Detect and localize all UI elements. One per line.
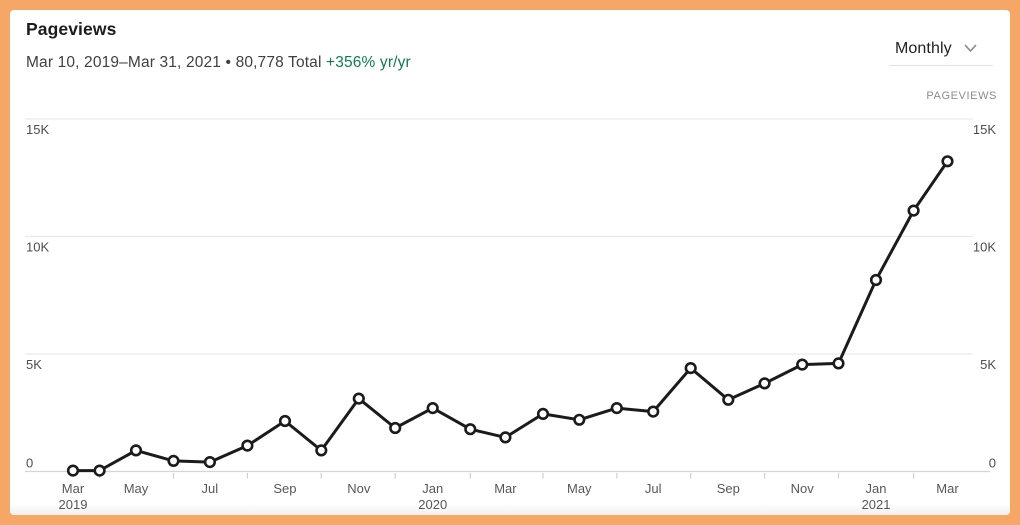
y-axis-unit-label: PAGEVIEWS (926, 90, 997, 102)
page-title: Pageviews (26, 19, 117, 39)
date-range: Mar 10, 2019–Mar 31, 2021 (26, 54, 222, 71)
total-pageviews: 80,778 Total (235, 54, 322, 71)
pageviews-card: Pageviews Mar 10, 2019–Mar 31, 2021 • 80… (10, 10, 1010, 515)
separator-dot: • (225, 54, 232, 71)
chart-subtitle: Mar 10, 2019–Mar 31, 2021 • 80,778 Total… (26, 54, 411, 72)
interval-dropdown-label: Monthly (895, 39, 952, 57)
chevron-down-icon (964, 44, 977, 53)
card-bottom-strip (10, 504, 1010, 515)
interval-dropdown[interactable]: Monthly (889, 32, 993, 66)
yoy-change: +356% yr/yr (326, 54, 411, 71)
